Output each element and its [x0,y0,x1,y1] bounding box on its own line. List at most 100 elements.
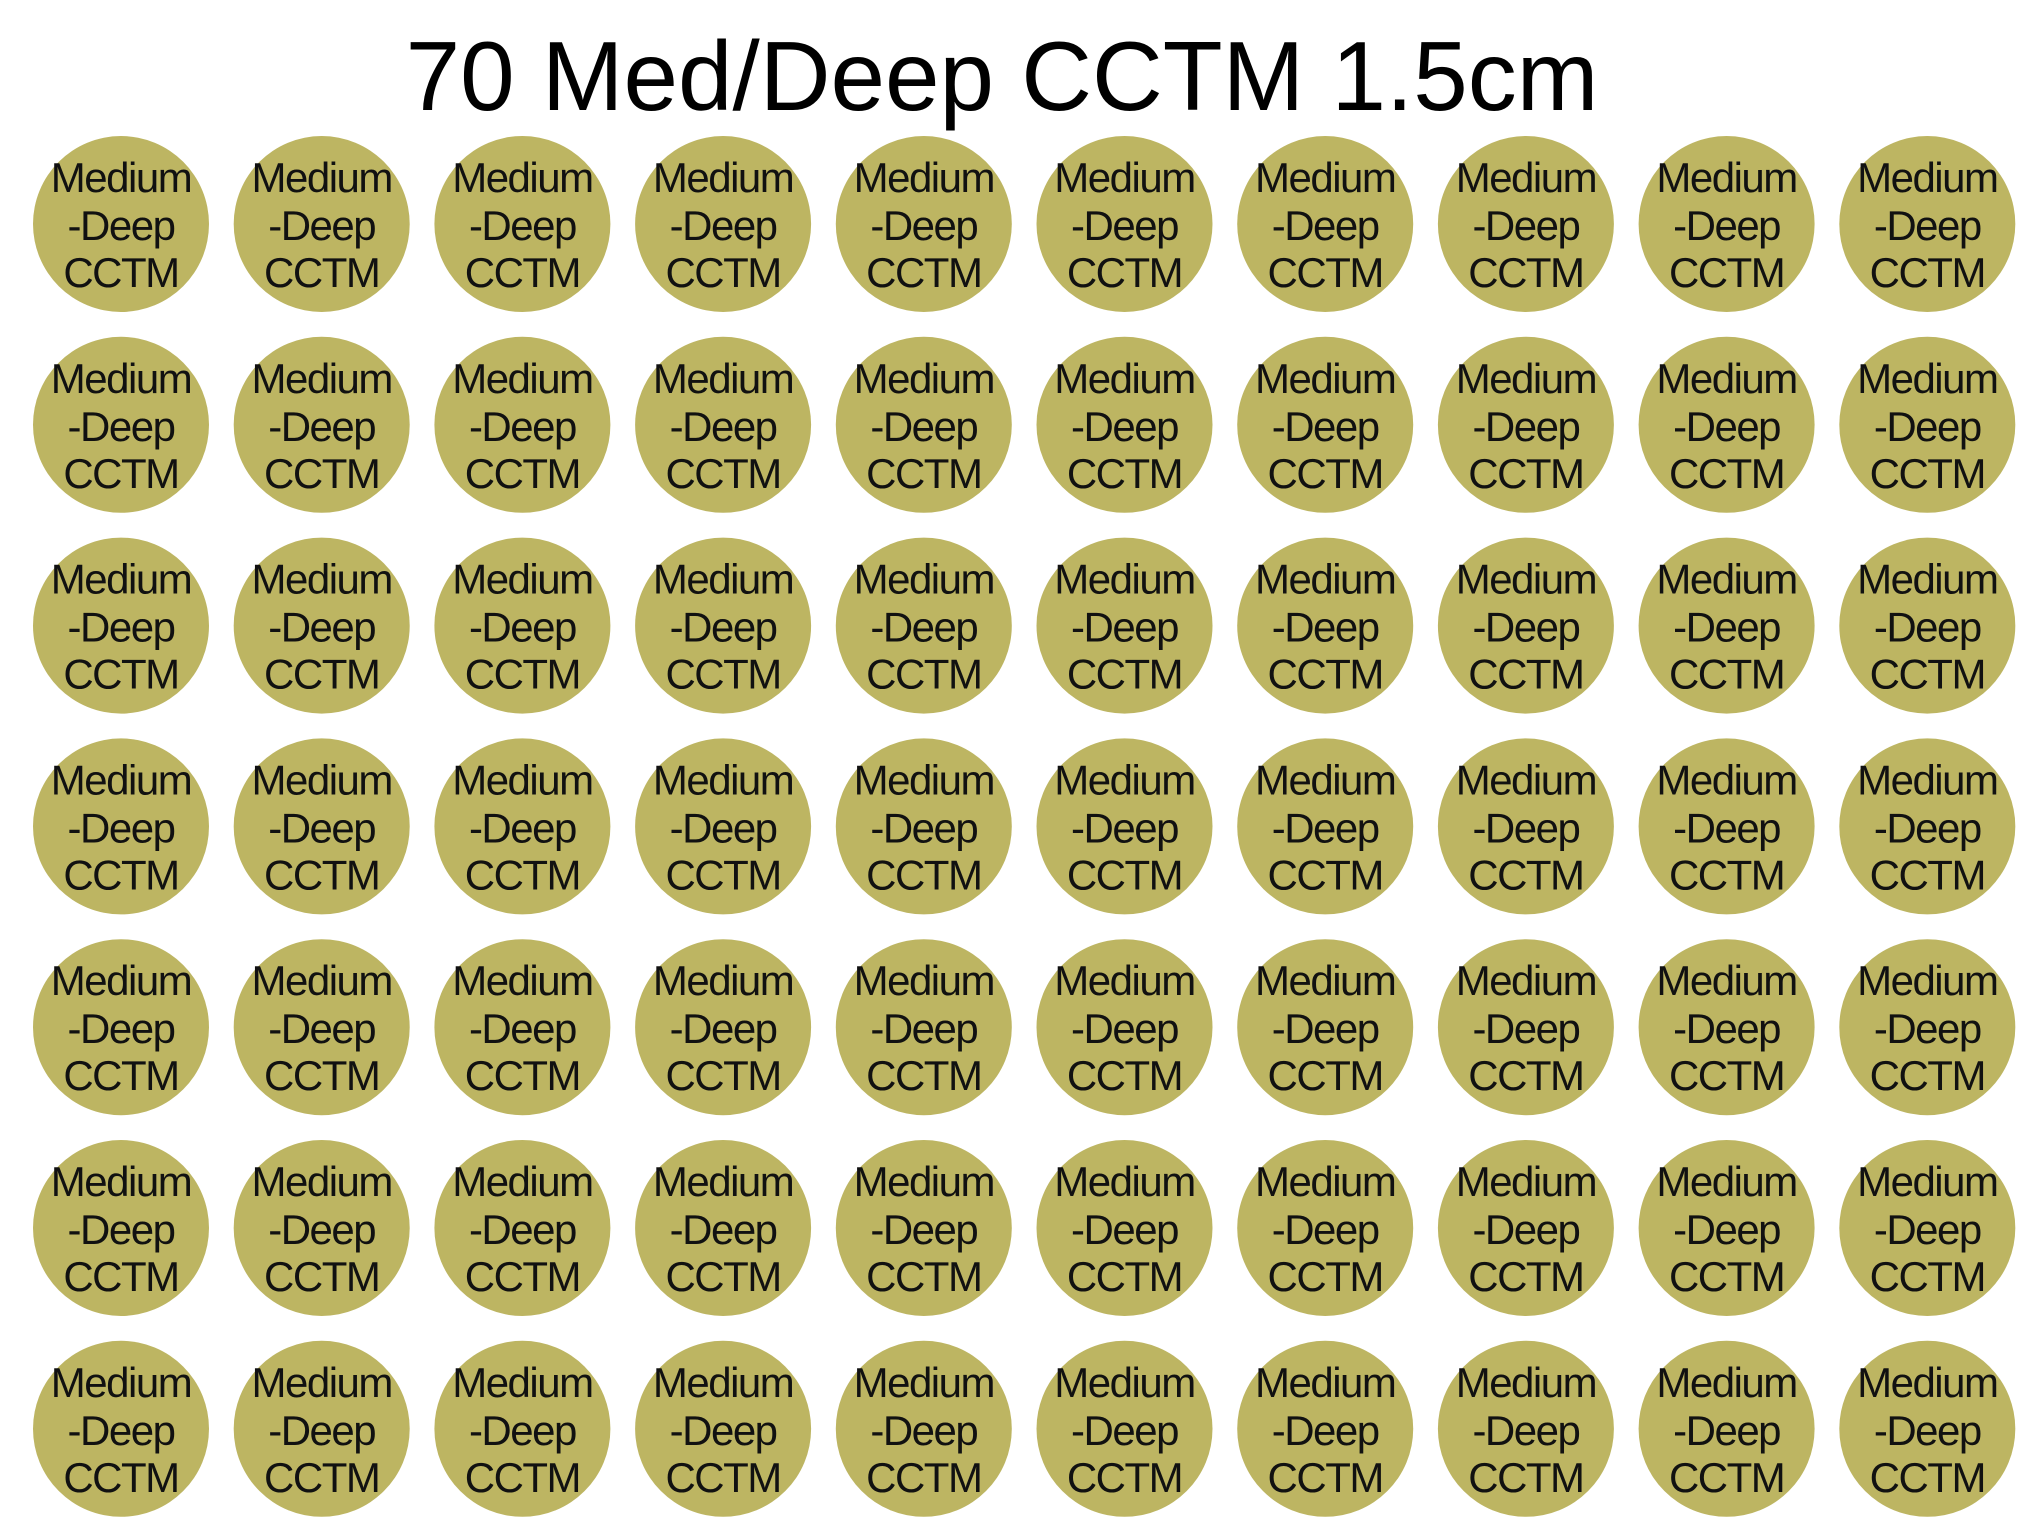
sticker-label: Medium [51,756,191,803]
sticker-label: -Deep [670,804,777,851]
sticker-grid: Medium-DeepCCTMMedium-DeepCCTMMedium-Dee… [33,136,2016,1517]
sticker-label: Medium [51,1359,191,1406]
sticker-label: CCTM [465,1253,580,1300]
sticker-label: Medium [252,1158,392,1205]
sticker-label: Medium [653,756,793,803]
sticker-label: CCTM [63,450,178,497]
sticker-label: -Deep [1472,202,1579,249]
sticker-label: -Deep [1071,1005,1178,1052]
sticker-label: Medium [1054,556,1194,603]
sticker-label: CCTM [1067,1454,1182,1501]
sticker-label: CCTM [665,1454,780,1501]
sticker-label: Medium [1857,957,1997,1004]
sticker-circle [1036,939,1213,1116]
sticker-label: Medium [854,556,994,603]
sticker-label: -Deep [1874,403,1981,450]
sticker-label: -Deep [870,403,977,450]
sticker-label: CCTM [665,651,780,698]
sticker-label: CCTM [1067,450,1182,497]
sticker-circle [1237,1140,1414,1316]
sticker-label: Medium [1857,154,1997,201]
sticker-label: -Deep [469,1407,576,1454]
sticker-label: CCTM [665,851,780,898]
sticker-label: Medium [1054,1359,1194,1406]
sticker-label: -Deep [670,1005,777,1052]
sticker-label: Medium [1255,556,1395,603]
sticker-label: CCTM [264,651,379,698]
sticker-circle [1839,1140,2016,1316]
sticker-label: -Deep [870,804,977,851]
sheet-title: 70 Med/Deep CCTM 1.5cm [406,21,1599,131]
sticker-label: -Deep [68,403,175,450]
sticker-circle [33,537,209,714]
sticker-label: Medium [452,1158,592,1205]
sticker-label: Medium [452,355,592,402]
sticker-label: -Deep [1472,1206,1579,1253]
sticker-circle [1839,136,2016,312]
sticker-label: CCTM [1669,450,1784,497]
sticker-label: CCTM [1268,651,1383,698]
sticker-label: -Deep [268,804,375,851]
sticker-circle [1036,336,1213,513]
sticker-label: CCTM [1870,851,1985,898]
sticker-circle [434,939,611,1116]
sticker-label: -Deep [1071,1206,1178,1253]
sticker-circle [635,1140,812,1316]
sticker-circle [1036,738,1213,915]
sticker-circle [1237,738,1414,915]
sticker-label: Medium [452,556,592,603]
sticker-label: CCTM [1468,450,1583,497]
sticker-label: -Deep [1874,1407,1981,1454]
sticker-label: -Deep [268,1407,375,1454]
sticker-circle [1237,939,1414,1116]
sticker-label: Medium [252,556,392,603]
sticker-circle [233,336,410,513]
sticker-label: CCTM [264,1052,379,1099]
sticker-label: CCTM [1268,1253,1383,1300]
sticker-label: CCTM [1870,249,1985,296]
sticker-label: Medium [653,1359,793,1406]
sticker-label: Medium [51,355,191,402]
sticker-circle [434,537,611,714]
sticker-label: Medium [1656,355,1796,402]
sticker-label: -Deep [670,403,777,450]
sticker-circle [1839,537,2016,714]
sticker-circle [1036,1140,1213,1316]
sticker-label: -Deep [1472,1005,1579,1052]
sticker-label: -Deep [1673,1206,1780,1253]
sticker-label: -Deep [870,1407,977,1454]
sticker-label: CCTM [1067,651,1182,698]
sticker-circle [1036,136,1213,312]
sticker-circle [635,1340,812,1517]
sticker-label: -Deep [1272,604,1379,651]
sticker-circle [1036,1340,1213,1517]
sticker-label: Medium [51,1158,191,1205]
sticker-label: CCTM [264,1253,379,1300]
sticker-label: -Deep [68,202,175,249]
sticker-circle [835,738,1012,915]
sticker-label: Medium [1255,756,1395,803]
sticker-circle [33,136,209,312]
sticker-label: CCTM [1870,1253,1985,1300]
sticker-label: CCTM [1669,851,1784,898]
sticker-circle [835,136,1012,312]
sticker-label: Medium [854,1158,994,1205]
sticker-circle [1437,537,1614,714]
sticker-circle [635,136,812,312]
